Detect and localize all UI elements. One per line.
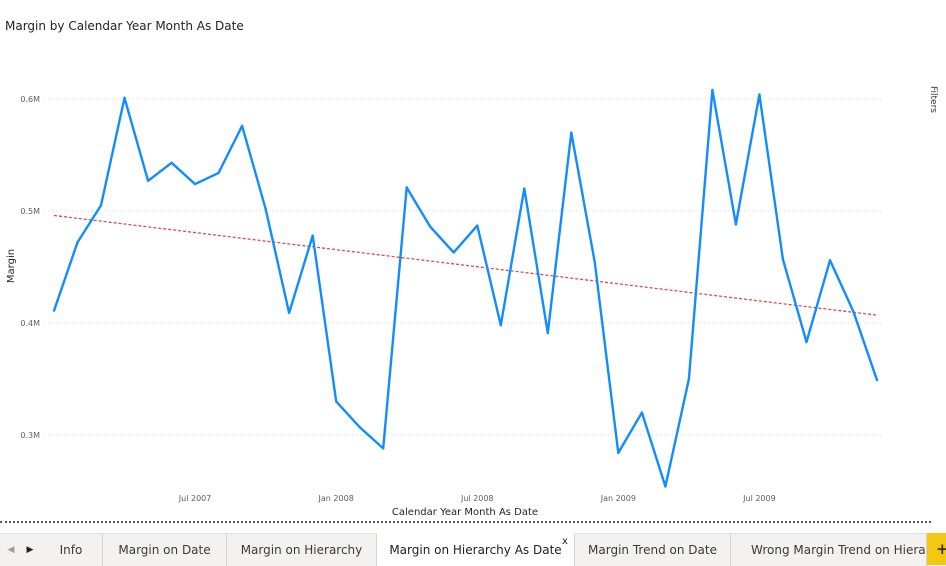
data-point bbox=[617, 451, 620, 455]
page-tab-bar: ◀ ▶ Info Margin on Date Margin on Hierar… bbox=[0, 533, 946, 566]
x-tick-label: Jul 2007 bbox=[178, 494, 212, 503]
y-axis-title: Margin bbox=[6, 249, 17, 283]
x-tick-label: Jul 2008 bbox=[460, 494, 494, 503]
data-point bbox=[546, 331, 549, 335]
chart-title: Margin by Calendar Year Month As Date bbox=[5, 19, 244, 33]
data-point bbox=[217, 171, 220, 175]
data-point bbox=[264, 207, 267, 210]
data-point bbox=[382, 447, 385, 450]
data-point bbox=[452, 251, 455, 254]
filters-pane-collapsed[interactable] bbox=[931, 0, 946, 522]
data-point bbox=[405, 186, 408, 189]
data-point bbox=[170, 161, 173, 165]
filters-pane-label[interactable]: Filters bbox=[928, 86, 938, 113]
tab-margin-on-date[interactable]: Margin on Date bbox=[103, 534, 227, 566]
x-tick-label: Jan 2008 bbox=[318, 494, 354, 503]
close-tab-icon[interactable]: x bbox=[562, 536, 568, 547]
y-tick-label: 0.5M bbox=[20, 207, 40, 216]
data-point bbox=[711, 88, 714, 92]
trend-line bbox=[53, 214, 878, 316]
data-point bbox=[429, 225, 432, 228]
data-point bbox=[640, 411, 644, 414]
data-point bbox=[593, 261, 597, 264]
series-line-margin bbox=[52, 88, 879, 488]
add-page-button[interactable]: + bbox=[927, 533, 946, 565]
data-point bbox=[852, 310, 855, 313]
tab-info[interactable]: Info bbox=[40, 534, 103, 566]
data-point bbox=[311, 234, 314, 237]
x-tick-label: Jul 2009 bbox=[742, 494, 776, 503]
tab-wrong-margin-trend-on-hierarchy[interactable]: Wrong Margin Trend on Hierarchy bbox=[731, 534, 927, 566]
tab-margin-on-hierarchy[interactable]: Margin on Hierarchy bbox=[227, 534, 377, 566]
data-point bbox=[664, 485, 667, 488]
data-point bbox=[99, 204, 103, 207]
x-tick-label: Jan 2009 bbox=[600, 494, 636, 503]
data-point bbox=[499, 324, 502, 327]
data-point bbox=[240, 124, 244, 128]
data-point bbox=[287, 311, 291, 315]
data-point bbox=[687, 377, 691, 381]
data-point bbox=[828, 259, 832, 262]
data-point bbox=[358, 425, 361, 429]
data-point bbox=[146, 179, 150, 182]
y-tick-label: 0.6M bbox=[20, 95, 40, 104]
data-point bbox=[758, 93, 761, 96]
y-tick-label: 0.3M bbox=[20, 431, 40, 440]
tab-margin-on-hierarchy-as-date[interactable]: Margin on Hierarchy As Date bbox=[377, 533, 575, 566]
data-point bbox=[875, 378, 879, 382]
canvas-divider bbox=[0, 521, 931, 523]
data-point bbox=[805, 340, 808, 344]
data-point bbox=[52, 309, 56, 312]
line-chart: 0.3M 0.4M 0.5M 0.6M Jul 2007 Jan 2008 Jul 2008… bbox=[6, 88, 884, 518]
data-point bbox=[123, 96, 126, 100]
data-point bbox=[570, 131, 573, 134]
y-tick-label: 0.4M bbox=[20, 319, 40, 328]
data-point bbox=[76, 241, 79, 244]
next-page-arrow-icon[interactable]: ▶ bbox=[26, 545, 34, 555]
x-axis-title: Calendar Year Month As Date bbox=[392, 507, 538, 518]
data-point bbox=[193, 182, 197, 186]
data-point bbox=[734, 223, 738, 226]
data-point bbox=[523, 187, 526, 190]
data-point bbox=[334, 400, 338, 403]
tab-margin-trend-on-date[interactable]: Margin Trend on Date bbox=[575, 534, 731, 566]
prev-page-arrow-icon[interactable]: ◀ bbox=[7, 545, 15, 555]
data-point bbox=[476, 224, 479, 227]
data-point bbox=[781, 257, 785, 261]
